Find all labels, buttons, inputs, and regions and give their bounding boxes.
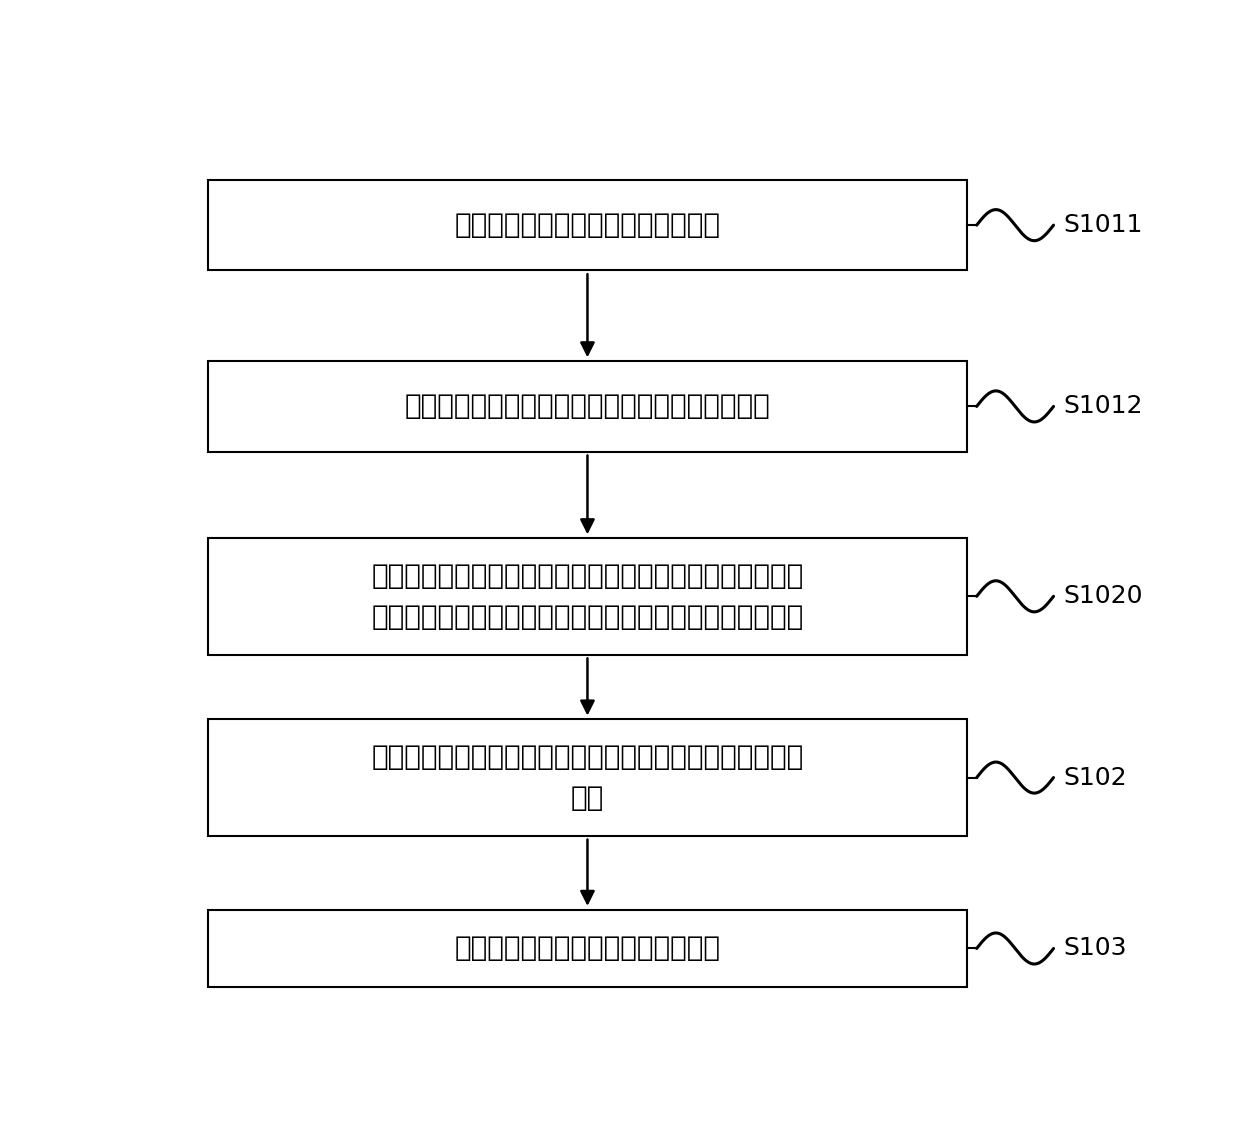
FancyBboxPatch shape xyxy=(208,179,967,270)
Text: 在壳体型材的表面涂覆紫外光固化胶: 在壳体型材的表面涂覆紫外光固化胶 xyxy=(454,211,720,239)
FancyBboxPatch shape xyxy=(208,361,967,452)
Text: 在壳体型材的另一个表面形成硬化层: 在壳体型材的另一个表面形成硬化层 xyxy=(454,935,720,963)
Text: S102: S102 xyxy=(1063,766,1127,789)
Text: S103: S103 xyxy=(1063,936,1127,961)
Text: S1011: S1011 xyxy=(1063,213,1142,238)
FancyBboxPatch shape xyxy=(208,720,967,836)
Text: S1020: S1020 xyxy=(1063,584,1142,609)
Text: 将带有紫外光固化胶层的壳体型材放入热弯模具中进行热弯
处理: 将带有紫外光固化胶层的壳体型材放入热弯模具中进行热弯 处理 xyxy=(371,743,804,813)
FancyBboxPatch shape xyxy=(208,909,967,988)
Text: 对紫外光固化胶进行固化处理形成紫外光固化胶层: 对紫外光固化胶进行固化处理形成紫外光固化胶层 xyxy=(404,392,770,420)
Text: S1012: S1012 xyxy=(1063,395,1142,418)
FancyBboxPatch shape xyxy=(208,538,967,655)
Text: 将带有紫外光固化胶层的壳体放入退膜机中进行退膜处理，
以在紫外光固化胶层上形成退膜层，在退膜层上形成丝印层: 将带有紫外光固化胶层的壳体放入退膜机中进行退膜处理， 以在紫外光固化胶层上形成退… xyxy=(371,562,804,631)
